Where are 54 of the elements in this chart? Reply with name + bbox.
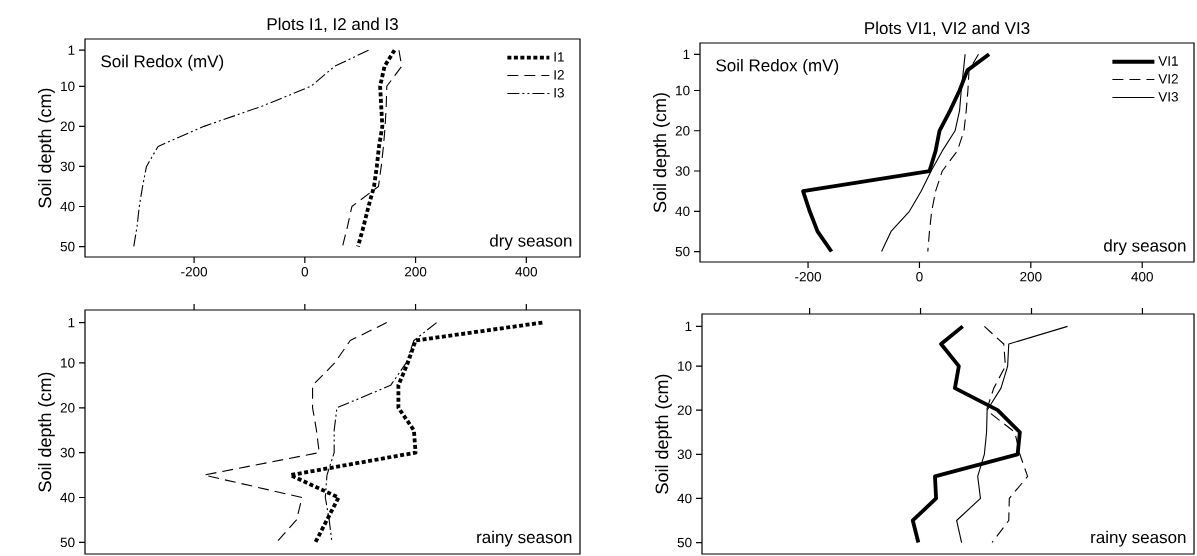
- y-axis-title: Soil depth (cm): [38, 88, 55, 208]
- y-tick-label: 1: [683, 49, 690, 59]
- y-tick-label: 50: [675, 246, 690, 257]
- x-tick-label: -200: [181, 266, 208, 277]
- y-tick-label: 20: [675, 125, 690, 136]
- x-axis-title: Soil Redox (mV): [101, 54, 224, 71]
- annotation: dry season: [490, 234, 572, 251]
- x-tick-label: 200: [404, 266, 427, 277]
- y-tick-label: 10: [61, 358, 75, 368]
- annotation: dry season: [1104, 239, 1186, 256]
- y-tick-label: 20: [677, 405, 692, 415]
- x-axis-title: Soil Redox (mV): [716, 58, 839, 75]
- y-tick-label: 40: [677, 493, 692, 504]
- y-tick-label: 40: [675, 206, 690, 217]
- legend-label: VI2: [1158, 74, 1178, 84]
- y-tick-label: 1: [68, 45, 75, 55]
- y-tick-label: 50: [60, 241, 75, 252]
- y-axis-title: Soil depth (cm): [653, 93, 670, 213]
- annotation: rainy season: [1091, 530, 1186, 547]
- y-tick-label: 10: [678, 361, 692, 371]
- y-tick-label: 30: [675, 166, 690, 176]
- y-tick-label: 20: [60, 121, 75, 132]
- x-tick-label: -200: [795, 271, 822, 282]
- y-tick-label: 40: [60, 201, 75, 212]
- line-series: [341, 49, 403, 248]
- x-tick-label: 400: [515, 266, 538, 277]
- chart-title: Plots VI1, VI2 and VI3: [865, 21, 1030, 37]
- legend-label: I1: [554, 52, 564, 62]
- legend-label: VI3: [1158, 92, 1178, 102]
- y-tick-label: 1: [685, 321, 692, 331]
- line-series: [801, 52, 991, 254]
- y-tick-label: 30: [60, 161, 75, 172]
- y-tick-label: 10: [676, 85, 690, 96]
- x-tick-label: 200: [1020, 271, 1042, 282]
- y-tick-label: 50: [677, 537, 692, 548]
- legend-label: I3: [554, 87, 564, 98]
- y-tick-label: 20: [60, 403, 75, 413]
- y-tick-label: 40: [60, 492, 75, 503]
- y-axis-title: Soil depth (cm): [38, 372, 55, 492]
- y-tick-label: 30: [677, 449, 692, 460]
- y-tick-label: 10: [61, 81, 75, 92]
- x-tick-label: 400: [1131, 271, 1153, 282]
- legend-label: I2: [554, 70, 564, 80]
- x-tick-label: 0: [916, 271, 923, 282]
- x-tick-label: 0: [301, 266, 309, 277]
- line-series: [203, 322, 388, 543]
- y-tick-label: 30: [60, 447, 75, 458]
- legend-label: VI1: [1158, 56, 1178, 66]
- y-axis-title: Soil depth (cm): [655, 374, 672, 494]
- line-series: [133, 49, 370, 248]
- y-tick-label: 50: [60, 537, 75, 548]
- y-tick-label: 1: [68, 317, 75, 328]
- annotation: rainy season: [477, 530, 572, 547]
- chart-title: Plots I1, I2 and I3: [267, 17, 398, 33]
